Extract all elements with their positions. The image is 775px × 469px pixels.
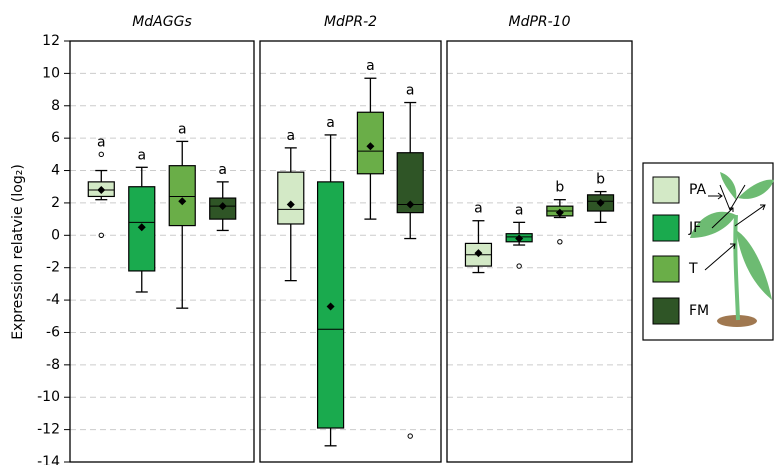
significance-letter: a (326, 115, 335, 131)
y-tick-label: -12 (37, 422, 60, 438)
legend-swatch (652, 255, 680, 283)
mean-marker (366, 142, 375, 151)
mean-marker (178, 197, 187, 206)
panel-title: MdAGGs (132, 14, 192, 30)
legend-swatch (652, 176, 680, 204)
mean-marker (515, 234, 524, 243)
y-tick-label: -14 (37, 454, 60, 465)
legend-label: PA (689, 182, 707, 198)
y-tick-label: 12 (42, 33, 60, 49)
y-tick-label: 4 (51, 163, 60, 179)
significance-letter: a (474, 201, 483, 217)
mean-marker (286, 200, 295, 209)
mean-marker (97, 185, 106, 194)
significance-letter: b (555, 180, 564, 196)
y-axis-label: Expression relatvie (log₂) (10, 164, 26, 340)
y-tick-label: 10 (42, 65, 60, 81)
panel-frame (259, 40, 442, 463)
legend-swatch (652, 214, 680, 242)
legend-label: T (688, 261, 698, 277)
mean-marker (218, 202, 227, 211)
mean-marker (474, 249, 483, 258)
y-tick-label: 0 (51, 227, 60, 243)
outlier (516, 263, 522, 269)
significance-letter: a (366, 58, 375, 74)
outlier (98, 232, 104, 239)
mean-marker (137, 223, 146, 232)
y-tick-label: -10 (37, 389, 60, 405)
significance-letter: a (406, 83, 415, 99)
plant-illustration (690, 172, 774, 327)
y-tick-label: 8 (51, 98, 60, 114)
y-tick-label: -4 (46, 292, 60, 308)
significance-letter: a (286, 128, 295, 144)
significance-letter: a (97, 134, 106, 150)
significance-letter: a (137, 147, 146, 163)
outlier (98, 151, 104, 158)
box (168, 165, 196, 227)
y-tick-label: 6 (51, 130, 60, 146)
legend-label: FM (689, 303, 709, 319)
outlier (557, 239, 563, 245)
legend-label: JF (688, 220, 701, 236)
y-tick-label: 2 (51, 195, 60, 211)
y-tick-label: -6 (46, 324, 60, 340)
panel-title: MdPR-10 (508, 14, 570, 30)
significance-letter: a (178, 121, 187, 137)
panel-frame (69, 40, 255, 463)
legend-swatch (652, 297, 680, 325)
y-tick-label: -8 (46, 357, 60, 373)
y-tick-label: -2 (46, 260, 60, 276)
mean-marker (326, 302, 335, 311)
mean-marker (596, 198, 605, 207)
outlier (407, 433, 413, 439)
significance-letter: a (218, 162, 227, 178)
significance-letter: a (515, 202, 524, 218)
significance-letter: b (596, 172, 605, 188)
panel-title: MdPR-2 (324, 14, 377, 30)
mean-marker (406, 200, 415, 209)
box (277, 171, 305, 225)
mean-marker (555, 208, 564, 217)
panel-frame (446, 40, 633, 463)
